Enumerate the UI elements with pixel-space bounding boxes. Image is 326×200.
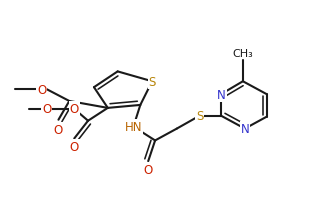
Text: O: O [42, 103, 51, 116]
Text: N: N [241, 122, 249, 135]
Text: O: O [143, 163, 153, 176]
Text: S: S [148, 75, 156, 88]
Text: HN: HN [125, 121, 142, 133]
Text: O: O [54, 123, 63, 136]
Text: N: N [217, 88, 226, 101]
Text: S: S [196, 110, 203, 123]
Text: O: O [70, 103, 79, 116]
Text: O: O [70, 141, 79, 154]
Text: CH₃: CH₃ [232, 48, 253, 58]
Text: O: O [37, 83, 46, 96]
